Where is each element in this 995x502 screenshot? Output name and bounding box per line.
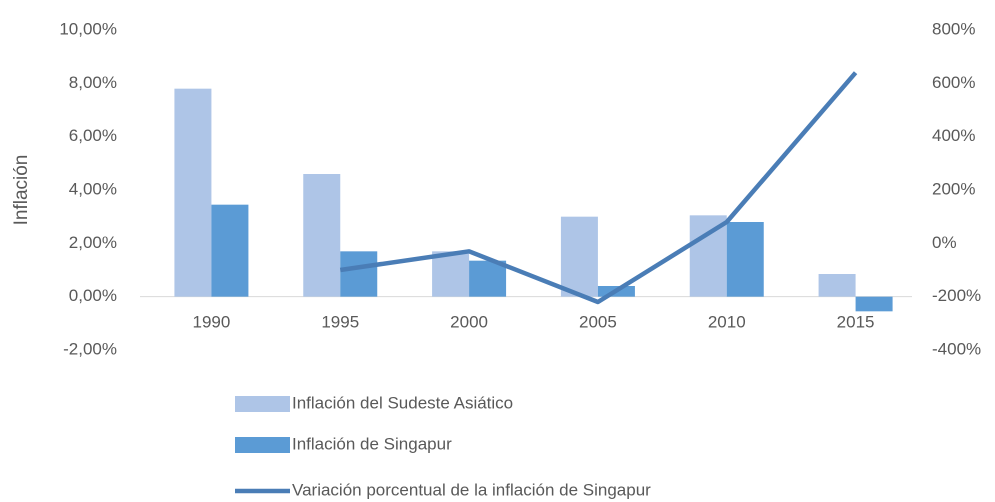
legend-swatch — [235, 437, 290, 453]
y-axis-label: Inflación — [11, 155, 32, 226]
y2-tick-label: 800% — [932, 19, 975, 38]
y2-tick-label: 600% — [932, 73, 975, 92]
y2-tick-label: 400% — [932, 126, 975, 145]
bar — [303, 174, 341, 297]
legend-swatch — [235, 396, 290, 412]
bar — [340, 251, 378, 297]
y2-tick-label: 0% — [932, 233, 957, 252]
bar — [818, 274, 856, 297]
y-tick-label: 6,00% — [69, 126, 117, 145]
legend-label: Inflación de Singapur — [292, 434, 452, 453]
x-tick-label: 2015 — [837, 312, 875, 331]
x-tick-label: 2000 — [450, 312, 488, 331]
line-series — [339, 71, 858, 305]
y2-tick-label: -200% — [932, 286, 981, 305]
x-tick-label: 1990 — [193, 312, 231, 331]
y-tick-label: -2,00% — [63, 339, 117, 358]
y2-tick-label: -400% — [932, 339, 981, 358]
bar — [689, 215, 727, 297]
bar — [855, 296, 893, 312]
y-tick-label: 2,00% — [69, 233, 117, 252]
y-tick-label: 8,00% — [69, 73, 117, 92]
legend-label: Variación porcentual de la inflación de … — [292, 480, 651, 499]
y-tick-label: 0,00% — [69, 286, 117, 305]
x-tick-label: 1995 — [321, 312, 359, 331]
bar — [560, 216, 598, 297]
legend-label: Inflación del Sudeste Asiático — [292, 393, 513, 412]
bar — [211, 204, 249, 297]
bar — [174, 88, 212, 297]
y-tick-label: 10,00% — [59, 19, 117, 38]
bar — [432, 251, 470, 297]
y2-tick-label: 200% — [932, 179, 975, 198]
bar — [726, 222, 764, 297]
y-tick-label: 4,00% — [69, 179, 117, 198]
bar — [469, 260, 507, 297]
x-tick-label: 2010 — [708, 312, 746, 331]
x-tick-label: 2005 — [579, 312, 617, 331]
